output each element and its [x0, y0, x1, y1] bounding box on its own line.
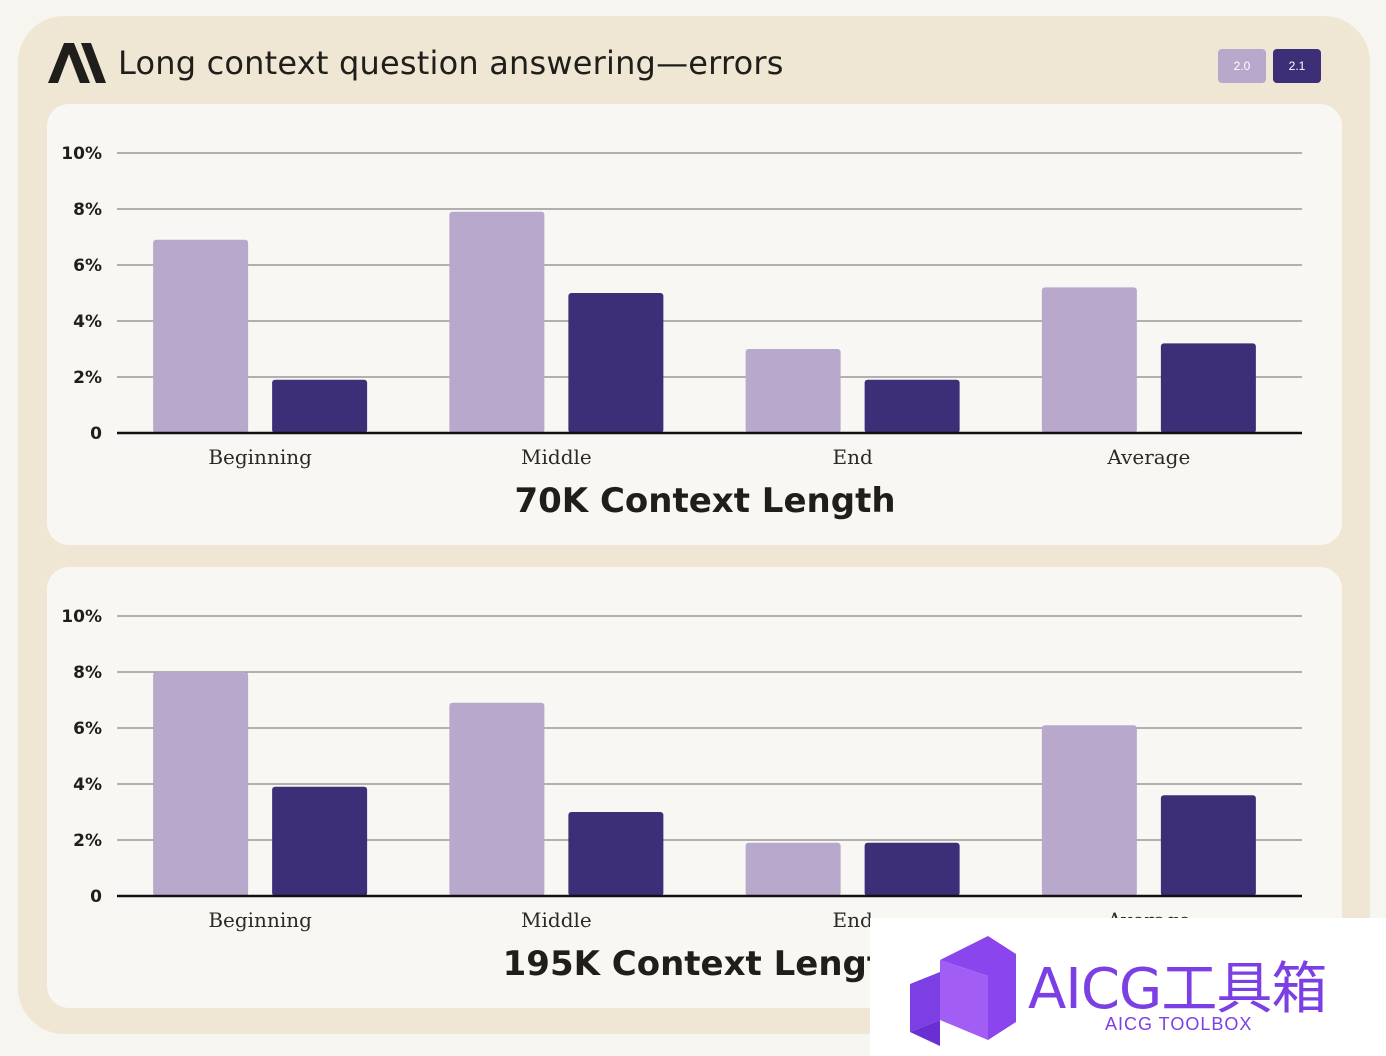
y-tick-label: 0: [90, 424, 102, 444]
bar-middle-2-1: [568, 812, 664, 896]
version-2-0-toggle[interactable]: 2.0: [1218, 49, 1266, 83]
bar-end-2-0: [745, 842, 841, 896]
y-tick-label: 10%: [61, 144, 102, 164]
x-category-label: End: [832, 445, 872, 469]
chart-70k-svg: 0 2% 4% 6% 8% 10% Beginning Middle End Average 70K…: [61, 144, 1302, 521]
y-tick-label: 2%: [73, 368, 102, 388]
chart-title: 70K Context Length: [514, 481, 895, 521]
bar-average-2-1: [1160, 343, 1256, 433]
y-tick-label: 8%: [73, 663, 102, 683]
bar-middle-2-1: [568, 293, 664, 433]
bar-average-2-0: [1041, 725, 1137, 896]
bar-middle-2-0: [449, 211, 545, 433]
y-tick-label: 6%: [73, 719, 102, 739]
x-category-label: Middle: [521, 908, 592, 932]
bar-beginning-2-1: [272, 379, 368, 433]
x-category-label: Beginning: [208, 445, 312, 469]
header: Long context question answering—errors: [48, 38, 784, 88]
x-category-label: End: [832, 908, 872, 932]
y-tick-label: 4%: [73, 775, 102, 795]
bar-end-2-1: [864, 842, 960, 896]
x-category-label: Average: [1106, 445, 1190, 469]
watermark-overlay: AICG工具箱 AICG TOOLBOX: [870, 918, 1386, 1056]
version-2-1-toggle[interactable]: 2.1: [1273, 49, 1321, 83]
bar-beginning-2-0: [153, 239, 249, 433]
bar-average-2-1: [1160, 795, 1256, 896]
bar-beginning-2-0: [153, 672, 249, 896]
bar-average-2-0: [1041, 287, 1137, 433]
x-category-label: Middle: [521, 445, 592, 469]
chart-title: 195K Context Length: [503, 944, 908, 984]
bar-middle-2-0: [449, 702, 545, 896]
y-tick-label: 10%: [61, 607, 102, 627]
chart-panel-70k: 0 2% 4% 6% 8% 10% Beginning Middle End Average 70K…: [47, 104, 1342, 545]
y-tick-label: 8%: [73, 200, 102, 220]
watermark-text: AICG工具箱: [1028, 957, 1327, 1022]
y-tick-label: 2%: [73, 831, 102, 851]
bar-end-2-0: [745, 349, 841, 433]
chart-main-title: Long context question answering—errors: [118, 44, 784, 82]
y-tick-label: 0: [90, 887, 102, 907]
x-category-label: Beginning: [208, 908, 312, 932]
watermark-subtext: AICG TOOLBOX: [1105, 1014, 1253, 1034]
bar-end-2-1: [864, 379, 960, 433]
y-tick-label: 4%: [73, 312, 102, 332]
y-tick-label: 6%: [73, 256, 102, 276]
toolbox-logo-icon: [910, 936, 1016, 1046]
anthropic-logo-icon: [48, 43, 106, 83]
chart-195k-svg: 02%4%6%8%10%BeginningMiddleEndAverage195…: [61, 607, 1302, 984]
bar-beginning-2-1: [272, 786, 368, 896]
